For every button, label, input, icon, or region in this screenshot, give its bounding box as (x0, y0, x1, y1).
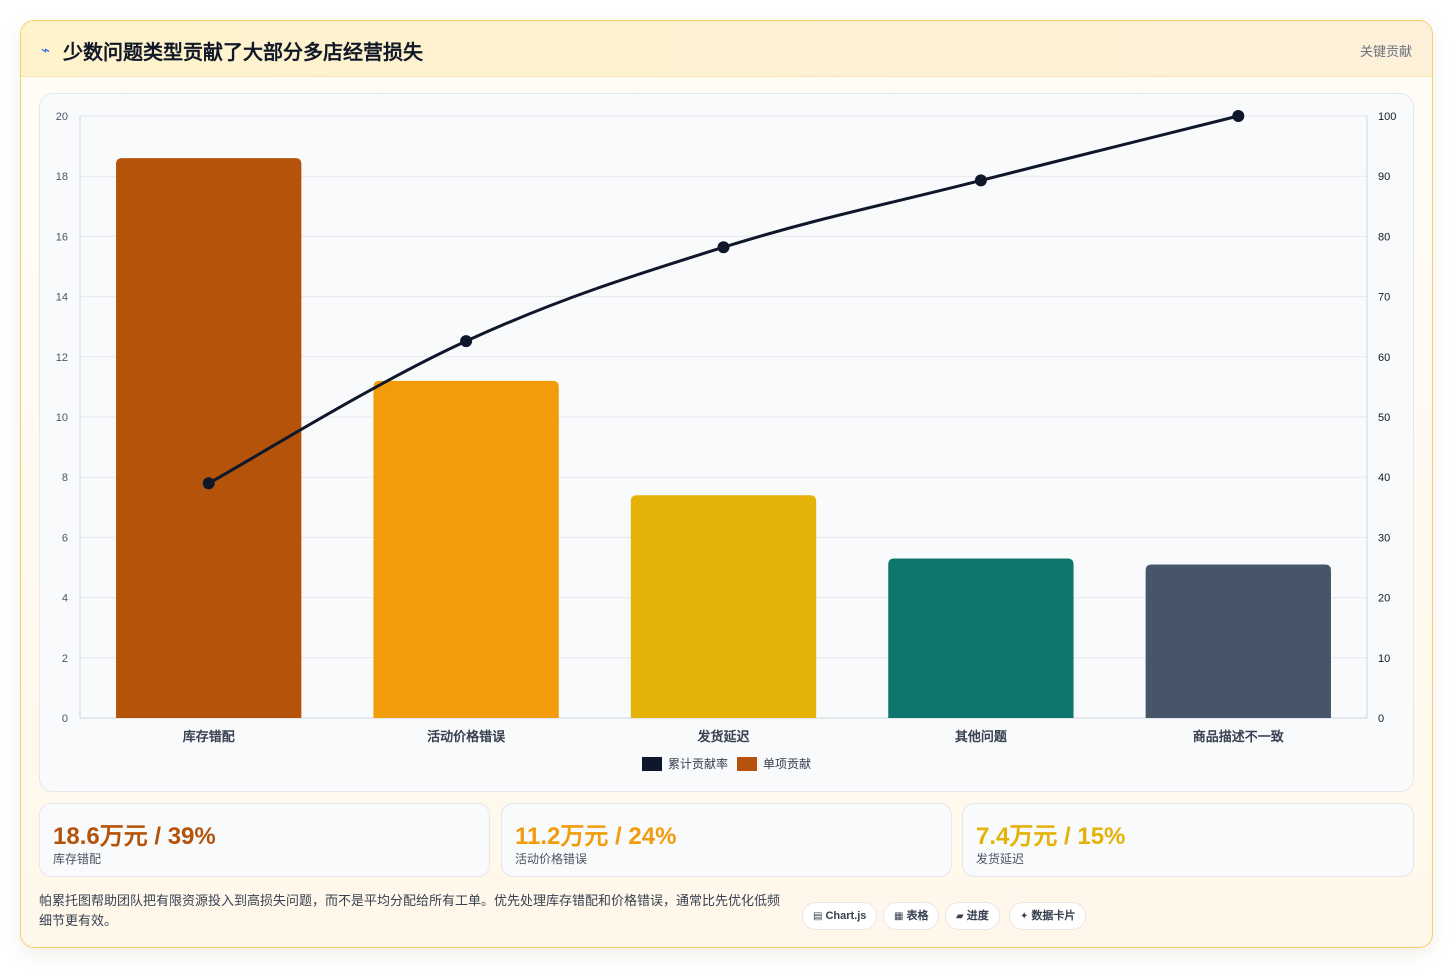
card-header: ⌁ 少数问题类型贡献了大部分多店经营损失 关键贡献 (21, 21, 1432, 77)
kpi-card-shipping: 7.4万元 / 15% 发货延迟 (962, 803, 1414, 877)
sparkle-icon: ✦ (1020, 911, 1029, 922)
cumulative-point (717, 241, 730, 254)
cumulative-line (207, 114, 1239, 485)
chip-label: Chart.js (825, 910, 867, 922)
cumulative-point (974, 174, 987, 187)
chart-panel: 0 2 4 6 8 10 12 14 16 18 20 0 10 20 30 40 50 60 70 80 90 100 库… (39, 93, 1414, 792)
kpi-card-price: 11.2万元 / 24% 活动价格错误 (501, 803, 952, 877)
x-tick-label: 活动价格错误 (427, 729, 506, 744)
progress-icon: ▰ (956, 911, 964, 922)
cumulative-point (460, 335, 473, 348)
y-right-tick-label: 90 (1378, 171, 1390, 183)
legend-label: 累计贡献率 (668, 756, 728, 771)
y-left-tick-label: 12 (56, 352, 68, 364)
x-tick-label: 商品描述不一致 (1193, 729, 1285, 744)
bar (888, 558, 1074, 718)
x-tick-label: 库存错配 (183, 729, 235, 744)
y-right-tick-label: 50 (1378, 412, 1390, 424)
y-left-tick-label: 4 (62, 593, 68, 605)
chart-icon: ▤ (813, 911, 823, 922)
y-left-tick-label: 20 (56, 111, 68, 123)
kpi-value: 11.2万元 / 24% (515, 823, 677, 850)
bar (1145, 564, 1331, 718)
bar (630, 495, 817, 718)
chip-label: 进度 (966, 910, 989, 922)
kpi-label: 库存错配 (53, 852, 102, 866)
table-icon: ▦ (894, 911, 904, 922)
kpi-value: 18.6万元 / 39% (53, 823, 216, 850)
chip-label: 数据卡片 (1031, 910, 1076, 922)
y-right-tick-label: 70 (1378, 292, 1390, 304)
legend-label: 单项贡献 (763, 756, 811, 771)
y-left-tick-label: 8 (62, 472, 68, 484)
y-right-tick-label: 30 (1378, 532, 1390, 544)
legend-swatch (642, 757, 662, 771)
kpi-label: 活动价格错误 (515, 852, 588, 866)
bar (116, 158, 302, 718)
pareto-chart: 0 2 4 6 8 10 12 14 16 18 20 0 10 20 30 40 50 60 70 80 90 100 库… (56, 110, 1396, 771)
chip-chartjs[interactable]: ▤ Chart.js (802, 902, 878, 930)
y-right-tick-label: 40 (1378, 472, 1390, 484)
y-right-tick-label: 10 (1378, 653, 1390, 665)
chart-title: 少数问题类型贡献了大部分多店经营损失 (63, 42, 423, 64)
footnote: 帕累托图帮助团队把有限资源投入到高损失问题，而不是平均分配给所有工单。优先处理库… (39, 893, 781, 928)
trend-icon: ⌁ (41, 42, 51, 59)
chart-card: ⌁ 少数问题类型贡献了大部分多店经营损失 关键贡献 0 2 4 6 8 10 12 14 16 1… (20, 20, 1433, 948)
bar (373, 380, 559, 718)
y-left-tick-label: 18 (56, 171, 68, 183)
kpi-value: 7.4万元 / 15% (976, 823, 1126, 850)
y-left-tick-label: 14 (56, 292, 68, 304)
chip-label: 表格 (906, 910, 929, 922)
y-left-tick-label: 10 (56, 412, 68, 424)
cumulative-point (202, 477, 215, 490)
y-left-tick-label: 2 (62, 653, 68, 665)
cumulative-point (1232, 110, 1245, 122)
x-tick-label: 其他问题 (955, 729, 1008, 744)
legend-swatch (737, 757, 757, 771)
kpi-label: 发货延迟 (976, 852, 1025, 866)
y-left-tick-label: 0 (62, 713, 68, 725)
y-right-tick-label: 100 (1378, 111, 1396, 123)
y-left-tick-label: 6 (62, 532, 68, 544)
y-right-tick-label: 0 (1378, 713, 1384, 725)
x-tick-label: 发货延迟 (696, 729, 749, 744)
header-tag: 关键贡献 (1359, 44, 1412, 59)
chip-datacard[interactable]: ✦ 数据卡片 (1009, 902, 1087, 930)
chip-progress[interactable]: ▰ 进度 (945, 902, 1000, 930)
y-right-tick-label: 60 (1378, 352, 1390, 364)
y-left-tick-label: 16 (56, 231, 68, 243)
kpi-card-inventory: 18.6万元 / 39% 库存错配 (39, 803, 490, 877)
chip-table[interactable]: ▦ 表格 (883, 902, 940, 930)
y-right-tick-label: 20 (1378, 593, 1390, 605)
y-right-tick-label: 80 (1378, 231, 1390, 243)
